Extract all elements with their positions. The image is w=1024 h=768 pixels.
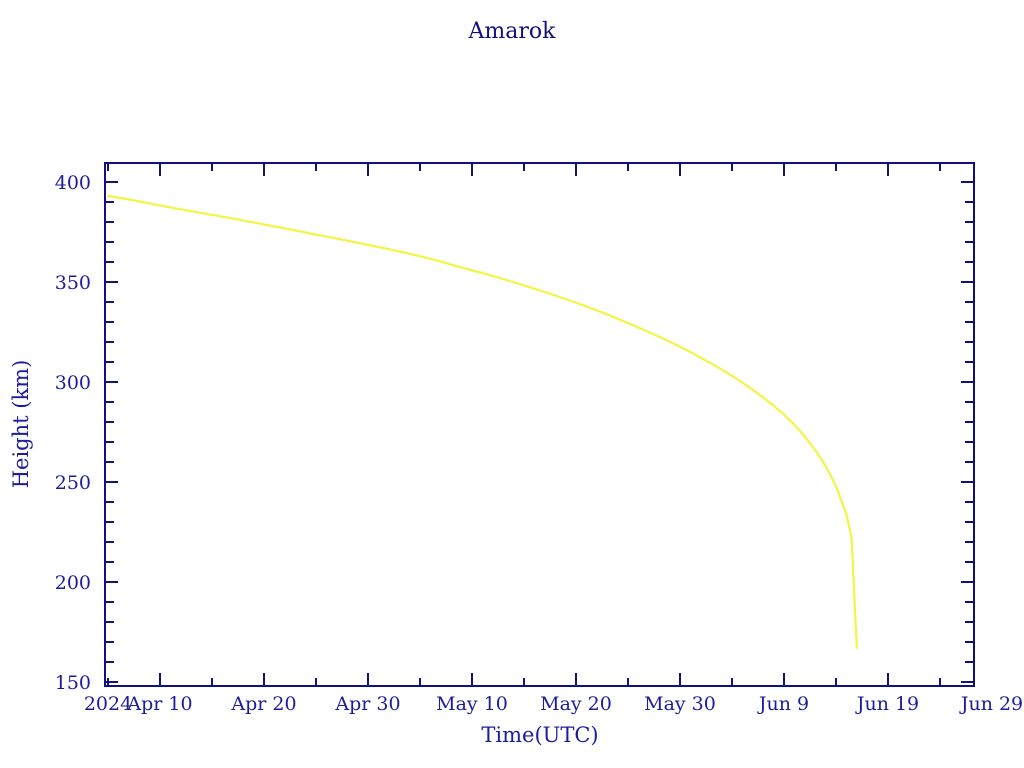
x-tick-label: Apr 10	[126, 693, 192, 715]
y-tick-label: 400	[55, 172, 91, 194]
x-tick-label: May 10	[436, 693, 508, 715]
x-tick-label: Apr 20	[230, 693, 296, 715]
y-axis-tick-labels: 150 200 250 300 350 400	[55, 172, 91, 694]
plot-frame	[104, 162, 975, 687]
x-tick-label: May 30	[644, 693, 716, 715]
x-tick-label: Jun 19	[855, 693, 919, 715]
series-line-0	[106, 194, 858, 650]
y-tick-label: 300	[55, 372, 91, 394]
y-tick-label: 350	[55, 272, 91, 294]
x-axis-ticks	[107, 163, 941, 686]
y-tick-label: 150	[55, 672, 91, 694]
x-tick-label: May 20	[540, 693, 612, 715]
x-tick-label: 2024	[84, 693, 132, 715]
chart-title: Amarok	[468, 19, 557, 44]
y-axis-ticks	[105, 181, 974, 683]
y-axis-title: Height (km)	[9, 360, 33, 489]
x-tick-label: Apr 30	[334, 693, 400, 715]
y-tick-label: 200	[55, 572, 91, 594]
x-tick-label: Jun 9	[757, 693, 809, 715]
y-tick-label: 250	[55, 472, 91, 494]
plot-frame-rect	[104, 162, 975, 687]
x-tick-label: Jun 29	[959, 693, 1023, 715]
x-axis-title: Time(UTC)	[481, 723, 598, 747]
data-series-group	[106, 194, 858, 650]
